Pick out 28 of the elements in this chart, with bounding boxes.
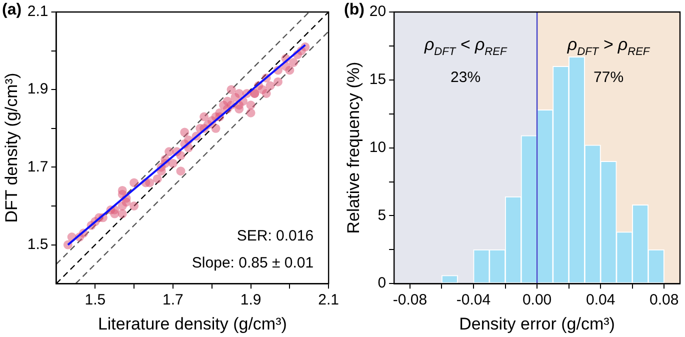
x-tick-label: 1.9 <box>240 292 262 309</box>
x-tick-label: 0.08 <box>650 292 679 309</box>
y-tick-label: 1.7 <box>27 158 48 176</box>
y-tick-label: 5 <box>378 206 386 224</box>
annotation: 77% <box>594 69 624 86</box>
y-tick-label: 2.1 <box>27 3 48 20</box>
annotation: Slope: 0.85 ± 0.01 <box>192 254 314 272</box>
x-tick-label: 1.7 <box>162 292 184 309</box>
y-axis-title: DFT density (g/cm³) <box>2 72 21 223</box>
y-tick-label: 15 <box>369 71 386 88</box>
y-tick-label: 0 <box>378 274 386 292</box>
annotation: SER: 0.016 <box>236 228 314 245</box>
chart-title: (b) <box>344 1 364 18</box>
x-tick-label: 1.5 <box>84 292 106 309</box>
x-axis-title: Density error (g/cm³) <box>459 314 615 334</box>
y-axis-title: Relative frequency (%) <box>344 62 363 234</box>
y-tick-label: 1.5 <box>27 236 48 253</box>
annotation: 23% <box>450 69 481 86</box>
y-tick-label: 10 <box>369 138 386 156</box>
x-tick-label: -0.08 <box>392 292 428 309</box>
x-tick-label: 0.04 <box>586 292 616 309</box>
x-tick-label: -0.04 <box>456 292 491 309</box>
y-tick-label: 1.9 <box>27 80 48 98</box>
x-tick-label: 0.00 <box>522 292 552 309</box>
y-tick-label: 20 <box>369 3 386 20</box>
x-tick-label: 2.1 <box>318 292 340 309</box>
x-axis-title: Literature density (g/cm³) <box>98 314 287 334</box>
chart-title: (a) <box>2 1 22 18</box>
